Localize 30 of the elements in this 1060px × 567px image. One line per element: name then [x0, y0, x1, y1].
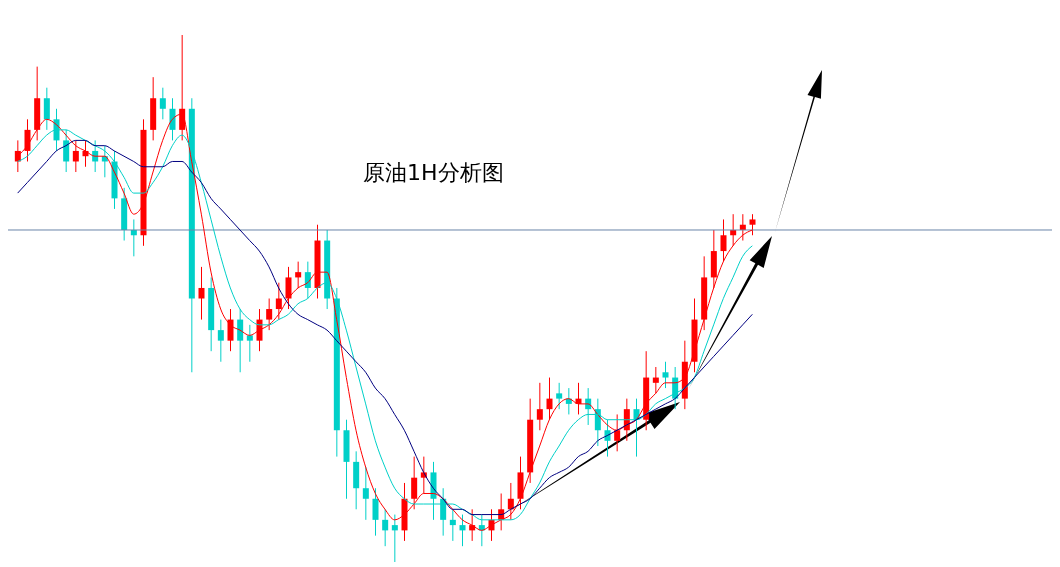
- candlestick: [546, 377, 553, 421]
- candlestick: [662, 361, 669, 389]
- candlestick: [382, 508, 389, 547]
- candlestick: [536, 382, 543, 431]
- candlestick: [411, 456, 418, 510]
- candlestick: [159, 87, 166, 120]
- candlestick: [295, 261, 302, 289]
- candlestick: [217, 319, 224, 363]
- candlestick: [391, 514, 398, 562]
- candlestick: [362, 466, 369, 521]
- candlestick: [227, 308, 234, 352]
- candlestick: [198, 266, 205, 321]
- candlestick: [556, 382, 563, 410]
- candlestick: [652, 366, 659, 394]
- candlestick: [507, 482, 514, 521]
- candlestick: [449, 508, 456, 542]
- candlestick: [372, 487, 379, 537]
- candlestick: [237, 308, 244, 373]
- candlestick: [43, 87, 50, 131]
- candlestick: [720, 218, 727, 263]
- candlestick: [72, 139, 79, 173]
- candlestick: [459, 514, 466, 547]
- candlestick: [169, 97, 176, 141]
- candlestick: [604, 419, 611, 458]
- annotation: 原油1H分析图: [363, 159, 504, 187]
- candlestick: [266, 298, 273, 331]
- candlestick: [246, 324, 253, 363]
- candlestick: [275, 282, 282, 321]
- candlestick: [285, 266, 292, 310]
- candlestick: [614, 413, 621, 452]
